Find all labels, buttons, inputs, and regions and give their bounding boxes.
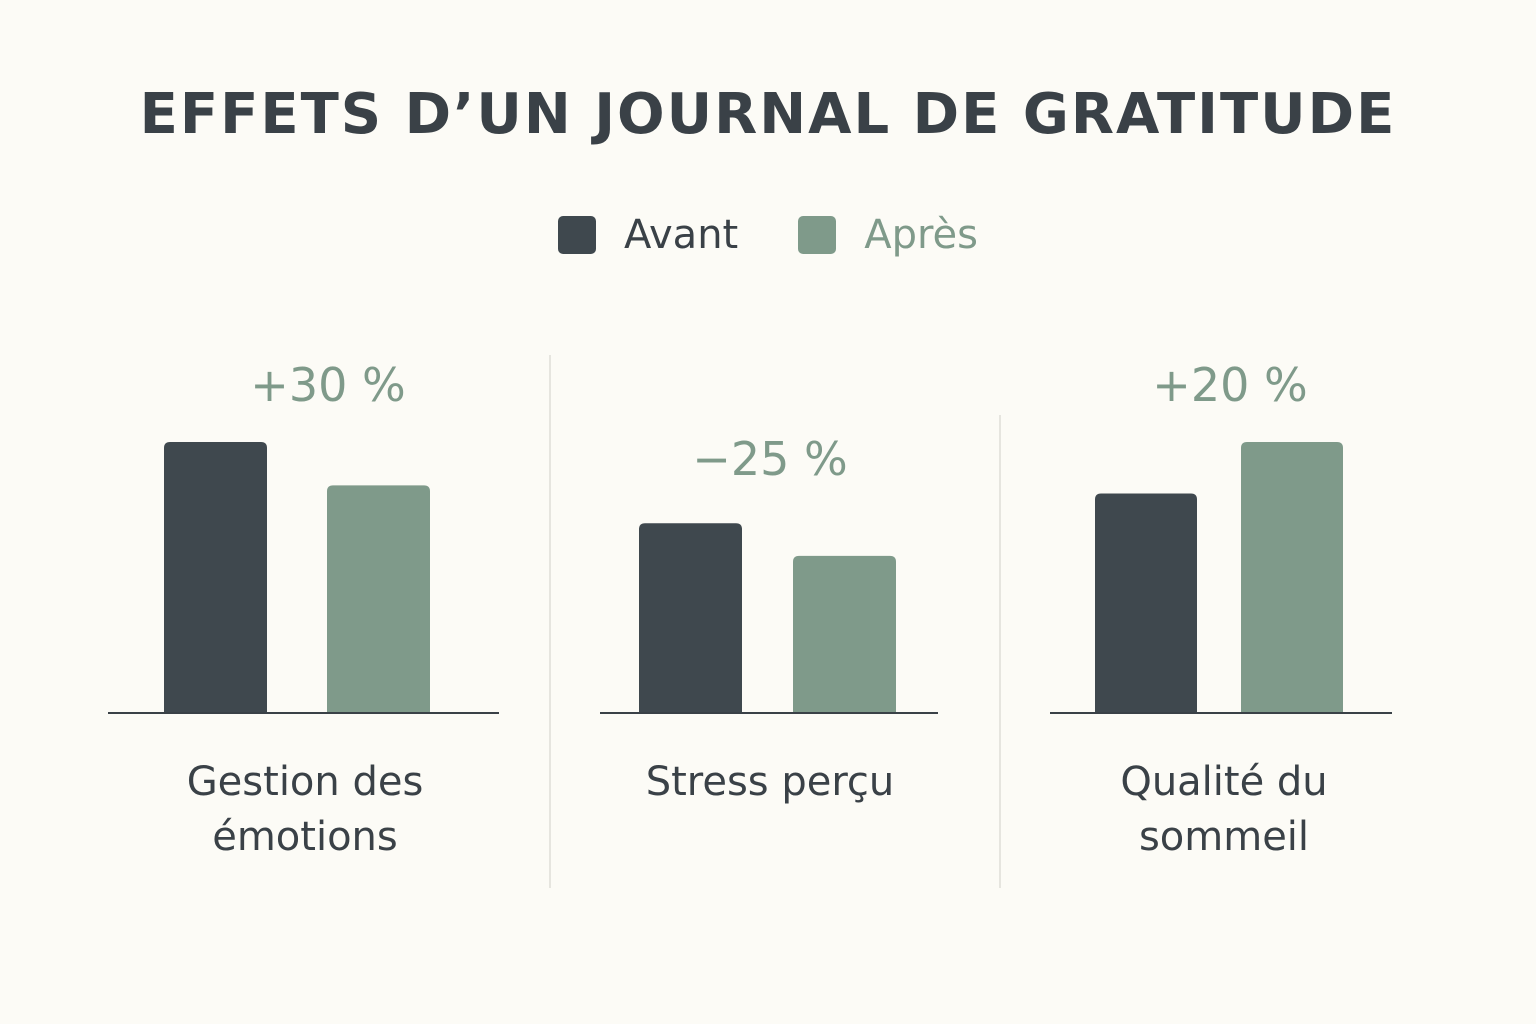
category-label-line: sommeil [1138, 814, 1310, 860]
legend: Avant Après [0, 212, 1536, 258]
chart-title: EFFETS D’UN JOURNAL DE GRATITUDE [139, 82, 1397, 147]
category-label-line: Stress perçu [645, 759, 895, 805]
bar-apres-0 [327, 485, 430, 713]
category-label-line: émotions [212, 814, 398, 860]
category-label-line: Gestion des [186, 759, 424, 805]
legend-label-avant: Avant [623, 212, 739, 258]
change-label: +30 % [250, 358, 406, 412]
bar-apres-1 [793, 555, 896, 713]
category-label: Stress perçu [590, 755, 950, 810]
bar-avant-2 [1095, 493, 1197, 713]
legend-swatch-avant [557, 216, 596, 254]
legend-item-apres: Après [798, 212, 978, 258]
legend-item-avant: Avant [557, 212, 739, 258]
category-label: Gestion des émotions [125, 755, 485, 865]
change-label: −25 % [692, 432, 848, 486]
change-label: +20 % [1152, 358, 1308, 412]
bar-avant-0 [164, 442, 267, 713]
category-label-line: Qualité du [1120, 759, 1328, 805]
legend-swatch-apres [798, 216, 837, 254]
category-label: Qualité du sommeil [1044, 755, 1404, 865]
bar-avant-1 [639, 523, 742, 713]
bar-apres-2 [1241, 442, 1343, 713]
legend-label-apres: Après [864, 212, 979, 258]
